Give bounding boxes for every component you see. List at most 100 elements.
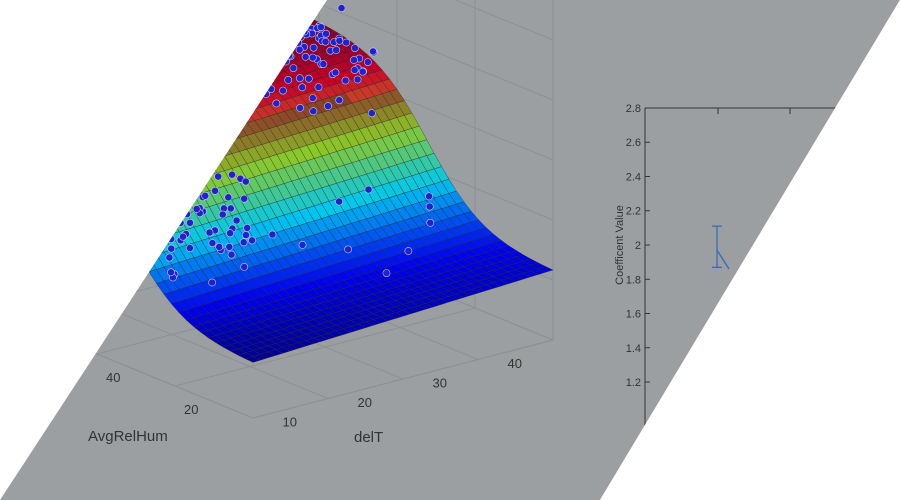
surface-cell <box>202 24 219 30</box>
surface-cell <box>194 162 210 178</box>
scatter-point <box>167 244 176 253</box>
scatter-point <box>100 147 109 156</box>
scatter-point <box>224 8 233 17</box>
scatter-point <box>163 37 172 46</box>
scatter-point <box>264 2 272 11</box>
surface-cell <box>52 132 68 141</box>
scatter-point <box>267 15 276 23</box>
surface-cell <box>0 88 9 95</box>
surface-cell <box>59 96 76 104</box>
surface-cell <box>135 17 152 24</box>
scatter-point <box>59 74 67 83</box>
surface-cell <box>240 23 256 30</box>
scatter-point <box>241 51 250 60</box>
surface-cell <box>97 104 113 112</box>
surface-cell <box>194 61 211 68</box>
surface-cell <box>52 59 69 66</box>
scatter-point <box>213 8 222 16</box>
surface-cell <box>172 61 189 69</box>
surface-cell <box>194 105 211 116</box>
scatter-point <box>209 60 218 69</box>
scatter-point <box>45 110 54 119</box>
surface-cell <box>209 131 225 146</box>
scatter-point <box>68 110 76 118</box>
surface-cell <box>202 0 219 3</box>
y-tick-label: 40 <box>106 370 120 385</box>
surface-cell <box>179 65 196 73</box>
scatter-point <box>35 63 43 72</box>
surface-cell <box>142 112 158 122</box>
surface-cell <box>89 120 106 130</box>
scatter-point <box>215 242 224 251</box>
scatter-point <box>208 21 217 30</box>
surface-cell <box>179 93 196 102</box>
surface-cell <box>112 24 129 31</box>
surface-cell <box>81 149 98 161</box>
scatter-point <box>237 53 246 62</box>
surface-cell <box>254 55 271 63</box>
surface-cell <box>187 69 204 77</box>
scatter-point <box>85 42 94 51</box>
surface-cell <box>270 3 287 10</box>
surface-cell <box>142 37 159 43</box>
surface-cell <box>0 96 1 103</box>
surface-cell <box>157 72 174 80</box>
surface-cell <box>149 110 166 120</box>
surface-cell <box>120 60 136 67</box>
surface-cell <box>179 101 196 111</box>
surface-cell <box>180 42 196 49</box>
scatter-point <box>193 0 202 5</box>
surface-cell <box>22 108 39 115</box>
surface-cell <box>0 80 17 87</box>
surface-cell <box>96 135 113 146</box>
surface-cell <box>186 117 203 128</box>
surface-cell <box>179 47 196 55</box>
scatter-point <box>71 99 80 107</box>
scatter-point <box>32 3 40 12</box>
scatter-point <box>134 6 143 15</box>
surface-cell <box>15 76 32 83</box>
scatter-point <box>256 5 265 14</box>
scatter-point <box>154 30 163 38</box>
scatter-point <box>150 72 159 80</box>
scatter-point <box>224 51 233 60</box>
surface-cell <box>0 72 9 79</box>
surface-cell <box>126 183 143 199</box>
surface-cell <box>112 29 129 36</box>
scatter-point <box>253 12 262 21</box>
surface-cell <box>142 65 159 72</box>
scatter-point <box>218 210 227 219</box>
surface-cell <box>0 59 17 65</box>
scatter-point <box>256 77 265 85</box>
scatter-point <box>24 123 33 132</box>
scatter-point <box>94 63 103 71</box>
scatter-point <box>238 25 247 34</box>
surface-cell <box>60 51 77 58</box>
surface-cell <box>119 111 136 120</box>
surface-cell <box>164 58 181 65</box>
surface-cell <box>119 66 136 73</box>
surface-cell <box>127 36 144 43</box>
surface-cell <box>89 81 106 88</box>
surface-cell <box>119 137 135 149</box>
scatter-point <box>129 33 138 42</box>
scatter-point <box>65 53 73 62</box>
scatter-point <box>103 111 112 120</box>
scatter-point <box>185 244 194 252</box>
scatter-point <box>267 85 275 93</box>
scatter-point <box>155 1 164 10</box>
scatter-point <box>23 85 32 94</box>
scatter-point <box>159 202 167 211</box>
scatter-point <box>295 74 304 83</box>
surface-cell <box>134 114 151 124</box>
surface-cell <box>127 58 144 65</box>
surface-cell <box>254 30 271 37</box>
surface-cell <box>262 28 279 35</box>
surface-cell <box>112 86 129 94</box>
scatter-point <box>61 61 69 70</box>
surface-cell <box>134 195 150 212</box>
surface-cell <box>231 103 248 115</box>
surface-cell <box>254 48 271 56</box>
surface-cell <box>141 224 157 242</box>
surface-cell <box>104 88 121 96</box>
